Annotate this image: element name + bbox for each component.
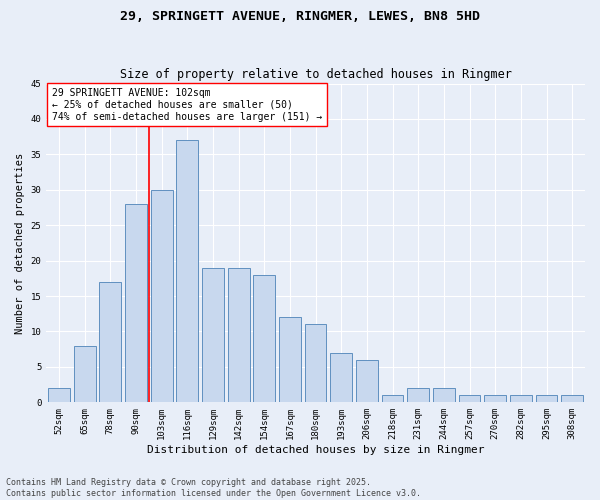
Bar (253, 275, 275, 402)
Bar (536, 395, 557, 402)
Bar (484, 395, 506, 402)
Bar (561, 395, 583, 402)
Bar (228, 268, 250, 402)
Text: Contains HM Land Registry data © Crown copyright and database right 2025.
Contai: Contains HM Land Registry data © Crown c… (6, 478, 421, 498)
Bar (510, 395, 532, 402)
Bar (74, 346, 95, 403)
Bar (202, 268, 224, 402)
X-axis label: Distribution of detached houses by size in Ringmer: Distribution of detached houses by size … (147, 445, 484, 455)
Bar (356, 360, 378, 403)
Bar (176, 140, 198, 402)
Title: Size of property relative to detached houses in Ringmer: Size of property relative to detached ho… (119, 68, 512, 81)
Text: 29, SPRINGETT AVENUE, RINGMER, LEWES, BN8 5HD: 29, SPRINGETT AVENUE, RINGMER, LEWES, BN… (120, 10, 480, 23)
Bar (48, 388, 70, 402)
Bar (331, 352, 352, 403)
Bar (407, 388, 429, 402)
Bar (100, 282, 121, 403)
Bar (151, 190, 173, 402)
Bar (305, 324, 326, 402)
Bar (279, 318, 301, 402)
Bar (125, 204, 147, 402)
Bar (382, 395, 403, 402)
Text: 29 SPRINGETT AVENUE: 102sqm
← 25% of detached houses are smaller (50)
74% of sem: 29 SPRINGETT AVENUE: 102sqm ← 25% of det… (52, 88, 322, 122)
Bar (458, 395, 481, 402)
Bar (433, 388, 455, 402)
Y-axis label: Number of detached properties: Number of detached properties (15, 152, 25, 334)
